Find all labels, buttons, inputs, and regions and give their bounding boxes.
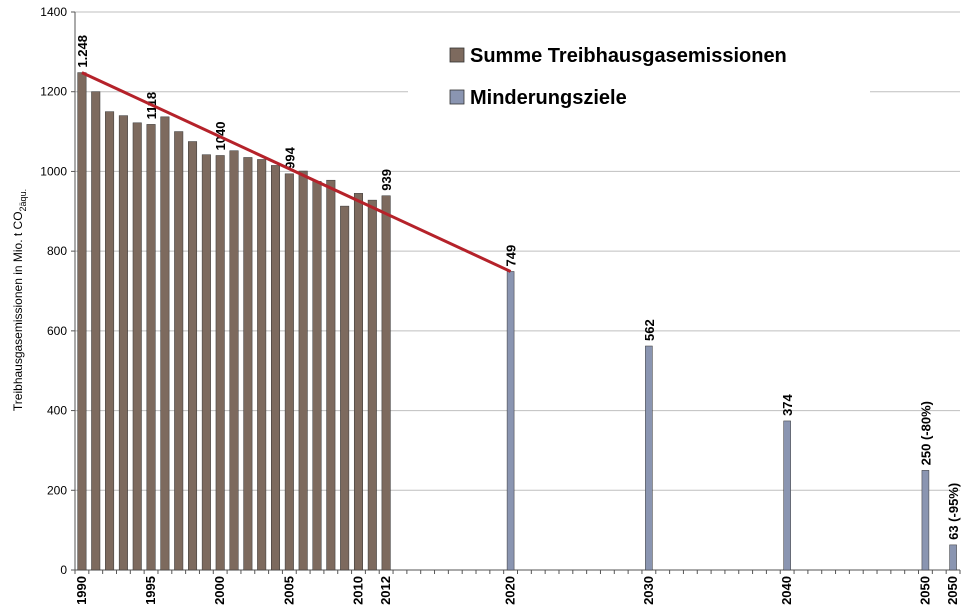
bar (353, 193, 363, 571)
data-label: 374 (780, 393, 795, 415)
bar (215, 155, 225, 571)
bar (921, 470, 930, 571)
bar (91, 91, 101, 571)
bar (340, 205, 350, 571)
bar (312, 181, 322, 571)
bar (77, 72, 87, 571)
bar (271, 165, 281, 571)
x-tick-label: 2020 (503, 576, 518, 605)
legend-swatch (449, 47, 465, 63)
y-axis-label-sub: 2äqu. (18, 189, 28, 212)
bar (132, 122, 142, 571)
bar (201, 154, 211, 571)
bar (146, 124, 156, 571)
bar (949, 544, 957, 571)
legend-swatch (449, 89, 465, 105)
bar (298, 170, 308, 571)
x-tick-label: 2050 (917, 576, 932, 605)
bar (174, 131, 184, 571)
bar (326, 179, 336, 571)
x-tick-label: 2030 (641, 576, 656, 605)
legend: Summe Treibhausgasemissionen Minderungszi… (408, 35, 870, 115)
bar (160, 116, 170, 571)
y-tick-label: 600 (47, 324, 67, 338)
x-tick-label: 2050 (945, 576, 960, 605)
bar (243, 157, 253, 571)
y-tick-label: 1200 (40, 85, 67, 99)
data-label: 939 (379, 169, 394, 191)
legend-label: Minderungsziele (470, 87, 627, 109)
data-label: 250 (-80%) (918, 401, 933, 465)
bar (367, 199, 377, 571)
bar (284, 173, 294, 571)
data-label: 63 (-95%) (946, 483, 961, 540)
bar (229, 150, 239, 571)
x-tick-label: 2040 (779, 576, 794, 605)
y-tick-label: 1000 (40, 164, 67, 178)
x-tick-label: 2012 (378, 576, 393, 605)
legend-label: Summe Treibhausgasemissionen (470, 45, 787, 67)
x-tick-label: 1990 (74, 576, 89, 605)
y-tick-label: 800 (47, 244, 67, 258)
bar (257, 159, 267, 571)
legend-background (408, 35, 870, 115)
y-tick-label: 400 (47, 404, 67, 418)
y-tick-label: 200 (47, 483, 67, 497)
bar (118, 115, 128, 571)
x-tick-label: 1995 (143, 576, 158, 605)
y-tick-label: 0 (60, 563, 67, 577)
bar (381, 195, 391, 571)
bar (188, 141, 198, 571)
data-label: 562 (642, 319, 657, 341)
bar (645, 345, 653, 571)
y-tick-label: 1400 (40, 5, 67, 19)
data-label: 994 (282, 146, 297, 168)
x-tick-label: 2010 (350, 576, 365, 605)
bar (105, 111, 115, 571)
bar (783, 420, 791, 571)
bar (506, 271, 515, 571)
x-tick-label: 2005 (281, 576, 296, 605)
x-tick-label: 2000 (212, 576, 227, 605)
y-axis-label-text: Treibhausgasemissionen in Mio. t CO (11, 211, 25, 411)
trend-line (81, 71, 512, 273)
y-axis-label: Treibhausgasemissionen in Mio. t CO2äqu. (11, 189, 28, 411)
data-label: 1.248 (75, 35, 90, 68)
data-label: 749 (504, 245, 519, 267)
